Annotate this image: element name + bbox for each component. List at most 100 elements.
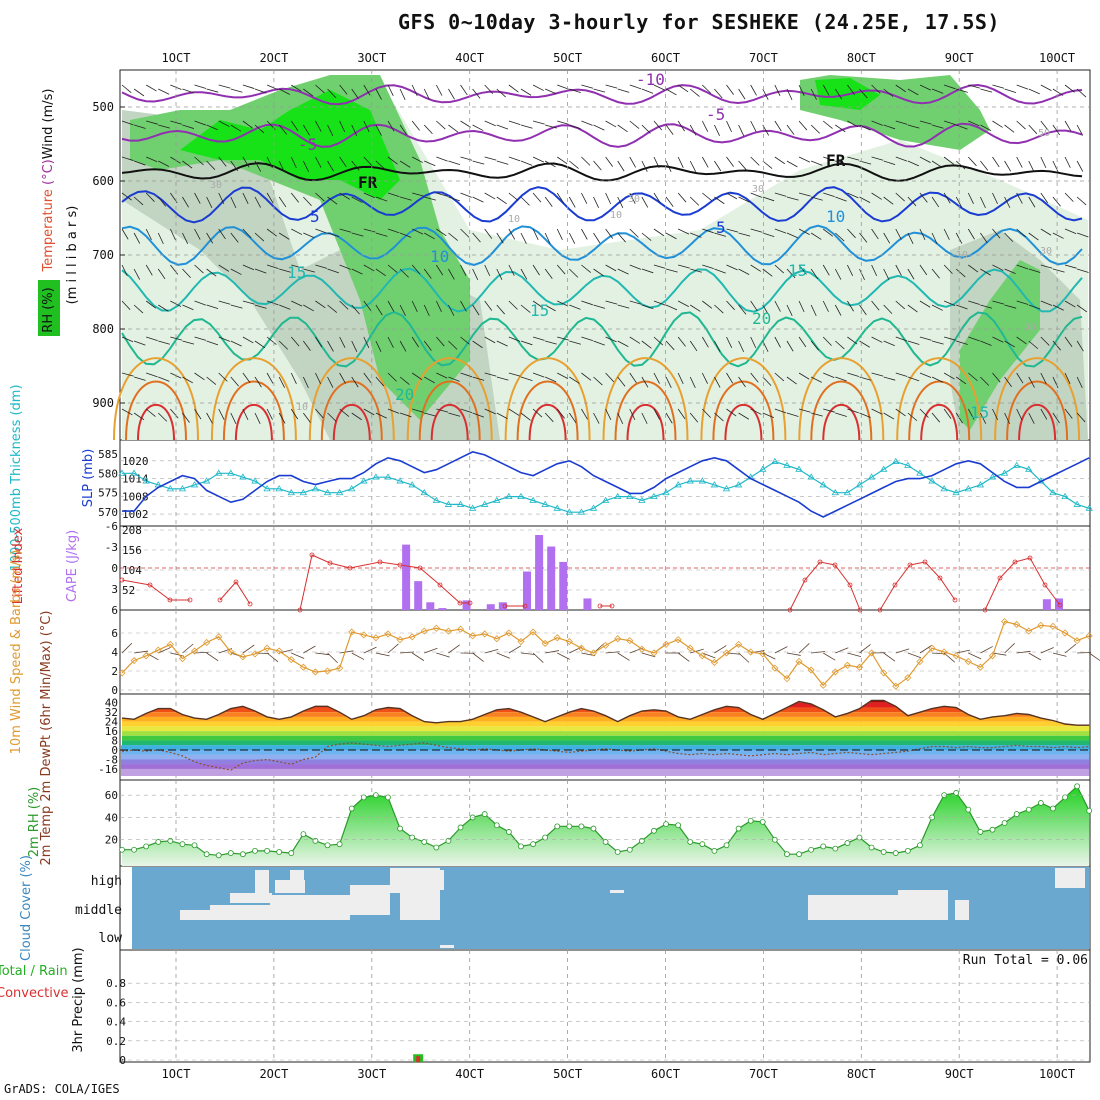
wind-speed-marker — [372, 634, 380, 642]
upper-wind-barb — [411, 228, 424, 235]
contour-label: -5 — [706, 105, 725, 124]
warm-arch-0-2 — [137, 403, 175, 441]
upper-wind-barb — [339, 84, 348, 95]
rh-shade-3 — [180, 90, 400, 200]
upper-wind-barb — [1076, 412, 1086, 423]
upper-wind-barb — [581, 228, 588, 240]
upper-wind-barb — [496, 412, 508, 419]
surface-wind-barb — [1028, 652, 1042, 661]
upper-wind-barb — [157, 268, 166, 280]
upper-wind-barb — [810, 340, 820, 351]
upper-wind-barb — [194, 84, 207, 89]
upper-wind-barb — [762, 412, 774, 419]
upper-wind-barb — [484, 408, 496, 415]
upper-wind-barb — [363, 192, 375, 199]
surface-wind-barb — [762, 652, 776, 660]
surface-wind-barb — [798, 643, 810, 654]
upper-wind-barb — [895, 408, 906, 417]
upper-wind-barb — [1004, 412, 1011, 425]
upper-wind-barb — [254, 268, 267, 274]
upper-wind-barb — [968, 84, 980, 89]
upper-wind-barb — [859, 268, 865, 281]
upper-wind-barb — [895, 336, 908, 342]
upper-wind-barb — [774, 192, 787, 197]
upper-wind-barb — [508, 192, 519, 201]
upper-wind-barb — [968, 156, 977, 167]
upper-wind-barb — [810, 304, 817, 317]
upper-wind-barb — [133, 88, 145, 97]
surface-wind-barb — [545, 650, 560, 654]
upper-wind-barb — [508, 228, 516, 240]
upper-wind-barb — [206, 88, 219, 93]
wind-speed-marker — [142, 652, 150, 660]
temp-contour-1 — [121, 122, 1083, 148]
upper-wind-barb — [387, 156, 398, 165]
rh2m-marker — [663, 821, 669, 828]
cloud-block — [898, 890, 948, 920]
wind-speed-marker — [493, 635, 501, 643]
cape-ytick-104: 104 — [122, 564, 142, 577]
upper-wind-barb — [1028, 196, 1036, 208]
upper-wind-barb — [847, 336, 858, 345]
cloud-block — [255, 870, 269, 893]
upper-wind-barb — [835, 340, 845, 350]
rh2m-marker — [530, 841, 536, 848]
upper-wind-barb — [520, 304, 531, 313]
upper-wind-barb — [182, 196, 189, 208]
upper-wind-barb — [1040, 120, 1049, 131]
upper-wind-barb — [520, 196, 530, 206]
upper-wind-barb — [943, 408, 952, 419]
top-xtick-10OCT: 10OCT — [1039, 51, 1075, 65]
upper-wind-barb — [121, 336, 134, 343]
upper-wind-barb — [1040, 300, 1053, 306]
upper-wind-barb — [617, 268, 629, 275]
warm-arch-5-2 — [626, 403, 665, 441]
upper-wind-barb — [774, 300, 781, 312]
upper-wind-barb — [907, 340, 920, 345]
surface-wind-barb — [448, 644, 460, 654]
upper-wind-barb — [327, 196, 338, 205]
xs-ylabel-mb-part: (m i l l i b a r s) — [65, 206, 80, 305]
rh2m-marker — [143, 843, 150, 850]
xs-ytick-600: 600 — [92, 174, 114, 188]
upper-wind-barb — [387, 228, 400, 234]
upper-wind-barb — [254, 232, 265, 242]
upper-wind-barb — [786, 340, 794, 352]
upper-wind-barb — [1040, 336, 1050, 346]
lifted-index-marker — [997, 575, 1003, 581]
upper-wind-barb — [955, 196, 963, 208]
upper-wind-barb — [883, 160, 896, 166]
upper-wind-barb — [726, 408, 737, 417]
upper-wind-barb — [1016, 156, 1023, 168]
cloud-block — [400, 890, 440, 920]
surface-wind-barb — [605, 651, 620, 654]
upper-wind-barb — [315, 156, 322, 168]
upper-wind-barb — [617, 196, 624, 209]
upper-wind-barb — [762, 232, 775, 238]
upper-wind-barb — [194, 300, 206, 306]
upper-wind-barb — [980, 412, 987, 424]
upper-wind-barb — [593, 232, 601, 244]
upper-wind-barb — [568, 232, 576, 244]
upper-wind-barb — [194, 156, 204, 166]
upper-wind-barb — [290, 372, 297, 385]
temp-ytick-40: 40 — [105, 697, 118, 710]
upper-wind-barb — [859, 124, 871, 131]
upper-wind-barb — [242, 84, 255, 89]
upper-wind-barb — [230, 268, 242, 275]
upper-wind-barb — [653, 408, 661, 420]
upper-wind-barb — [278, 88, 291, 95]
upper-wind-barb — [278, 340, 289, 350]
rh2m-marker — [481, 811, 488, 817]
upper-wind-barb — [556, 228, 563, 241]
upper-wind-barb — [290, 192, 300, 203]
upper-wind-barb — [992, 120, 1003, 128]
upper-wind-barb — [520, 412, 531, 421]
upper-wind-barb — [665, 232, 677, 240]
upper-wind-barb — [762, 304, 770, 316]
upper-wind-barb — [677, 156, 684, 169]
upper-wind-barb — [448, 88, 455, 100]
upper-wind-barb — [278, 160, 285, 173]
cold-band — [121, 745, 1089, 750]
upper-wind-barb — [955, 376, 967, 385]
